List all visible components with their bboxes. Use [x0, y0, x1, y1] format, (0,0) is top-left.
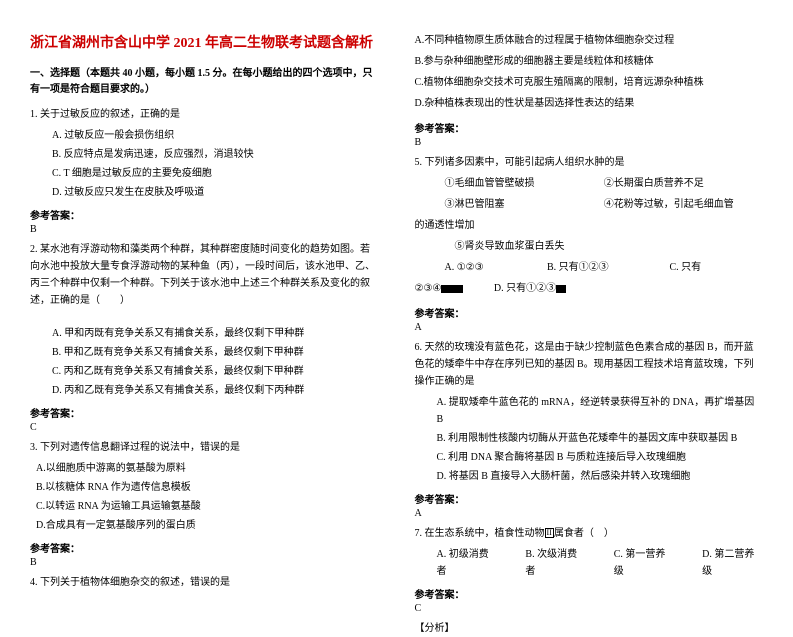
q6-opt-a: A. 提取矮牵牛蓝色花的 mRNA，经逆转录获得互补的 DNA，再扩增基因 B	[415, 394, 764, 428]
q2-opt-c: C. 丙和乙既有竞争关系又有捕食关系，最终仅剩下甲种群	[30, 363, 379, 380]
q1-opt-a: A. 过敏反应一般会损伤组织	[30, 127, 379, 144]
q4-opt-d: D.杂种植株表现出的性状是基因选择性表达的结果	[415, 95, 764, 112]
ref-answer-label: 参考答案：	[415, 120, 764, 135]
page-title: 浙江省湖州市含山中学 2021 年高二生物联考试题含解析	[30, 32, 379, 52]
q7-opt-d: D. 第二营养级	[702, 546, 763, 580]
ref-answer-label: 参考答案：	[30, 405, 379, 420]
q6-opt-b: B. 利用限制性核酸内切酶从开蓝色花矮牵牛的基因文库中获取基因 B	[415, 430, 764, 447]
analysis-label: 【分析】	[415, 620, 764, 637]
ref-answer-label: 参考答案：	[415, 305, 764, 320]
q1-opt-d: D. 过敏反应只发生在皮肤及呼吸道	[30, 184, 379, 201]
q1-opt-c: C. T 细胞是过敏反应的主要免疫细胞	[30, 165, 379, 182]
q6-opt-d: D. 将基因 B 直接导入大肠杆菌，然后感染并转入玫瑰细胞	[415, 468, 764, 485]
q7-opt-b: B. 次级消费者	[525, 546, 585, 580]
ref-answer-label: 参考答案：	[415, 586, 764, 601]
answer-4: B	[415, 137, 764, 148]
q2-opt-a: A. 甲和丙既有竞争关系又有捕食关系，最终仅剩下甲种群	[30, 325, 379, 342]
ref-answer-label: 参考答案：	[30, 540, 379, 555]
q1-opt-b: B. 反应特点是发病迅速，反应强烈，消退较快	[30, 146, 379, 163]
q5-options-row1: A. ①②③ B. 只有①②③ C. 只有	[415, 259, 764, 276]
q2-opt-d: D. 丙和乙既有竞争关系又有捕食关系，最终仅剩下丙种群	[30, 382, 379, 399]
question-3: 3. 下列对遗传信息翻译过程的说法中，错误的是	[30, 439, 379, 456]
q3-opt-c: C.以转运 RNA 为运输工具运输氨基酸	[30, 498, 379, 515]
q7-opt-c: C. 第一营养级	[614, 546, 674, 580]
q5-item-3: ③淋巴管阻塞	[415, 196, 604, 213]
section-heading: 一、选择题（本题共 40 小题，每小题 1.5 分。在每小题给出的四个选项中，只…	[30, 66, 379, 98]
ref-answer-label: 参考答案：	[30, 207, 379, 222]
answer-3: B	[30, 557, 379, 568]
q5-opt-d: D. 只有①②③.	[466, 283, 566, 294]
answer-5: A	[415, 322, 764, 333]
q7-opt-a: A. 初级消费者	[437, 546, 498, 580]
q5-opt-a: A. ①②③	[415, 259, 545, 276]
q3-opt-d: D.合成具有一定氨基酸序列的蛋白质	[30, 517, 379, 534]
q4-opt-a: A.不同种植物原生质体融合的过程属于植物体细胞杂交过程	[415, 32, 764, 49]
question-2: 2. 某水池有浮游动物和藻类两个种群，其种群密度随时间变化的趋势如图。若向水池中…	[30, 241, 379, 309]
answer-2: C	[30, 422, 379, 433]
q2-opt-b: B. 甲和乙既有竞争关系又有捕食关系，最终仅剩下甲种群	[30, 344, 379, 361]
q5-item-4: ④花粉等过敏，引起毛细血管	[604, 196, 763, 213]
q5-line2: ③淋巴管阻塞 ④花粉等过敏，引起毛细血管	[415, 196, 764, 213]
q5-tail: 的通透性增加	[415, 217, 764, 234]
q4-opt-c: C.植物体细胞杂交技术可克服生殖隔离的限制，培育远源杂种植株	[415, 74, 764, 91]
q7-options: A. 初级消费者 B. 次级消费者 C. 第一营养级 D. 第二营养级	[415, 546, 764, 580]
q5-item-2: ②长期蛋白质营养不足	[604, 175, 763, 192]
q5-options-row2: C. 只有②③④ ②③④.. D. 只有①②③.	[415, 280, 764, 297]
q3-opt-a: A.以细胞质中游离的氨基酸为原料	[30, 460, 379, 477]
answer-6: A	[415, 508, 764, 519]
q5-item-5: ⑤肾炎导致血浆蛋白丢失	[415, 238, 764, 255]
q5-item-1: ①毛细血管管壁破损	[415, 175, 604, 192]
roman-box-icon: II	[545, 528, 554, 538]
q4-opt-b: B.参与杂种细胞壁形成的细胞器主要是线粒体和核糖体	[415, 53, 764, 70]
question-4: 4. 下列关于植物体细胞杂交的叙述，错误的是	[30, 574, 379, 591]
q5-opt-c-partial: C. 只有	[670, 262, 702, 273]
ref-answer-label: 参考答案：	[415, 491, 764, 506]
answer-1: B	[30, 224, 379, 235]
question-7: 7. 在生态系统中，植食性动物属于食者（ ） 7. 在生态系统中，植食性动物II…	[415, 525, 764, 542]
question-1: 1. 关于过敏反应的叙述，正确的是	[30, 106, 379, 123]
q5-line1: ①毛细血管管壁破损 ②长期蛋白质营养不足	[415, 175, 764, 192]
q6-opt-c: C. 利用 DNA 聚合酶将基因 B 与质粒连接后导入玫瑰细胞	[415, 449, 764, 466]
answer-7: C	[415, 603, 764, 614]
question-6: 6. 天然的玫瑰没有蓝色花，这是由于缺少控制蓝色色素合成的基因 B，而开蓝色花的…	[415, 339, 764, 390]
q5-opt-b: B. 只有①②③	[547, 259, 667, 276]
q3-opt-b: B.以核糖体 RNA 作为遗传信息模板	[30, 479, 379, 496]
question-5: 5. 下列诸多因素中，可能引起病人组织水肿的是	[415, 154, 764, 171]
